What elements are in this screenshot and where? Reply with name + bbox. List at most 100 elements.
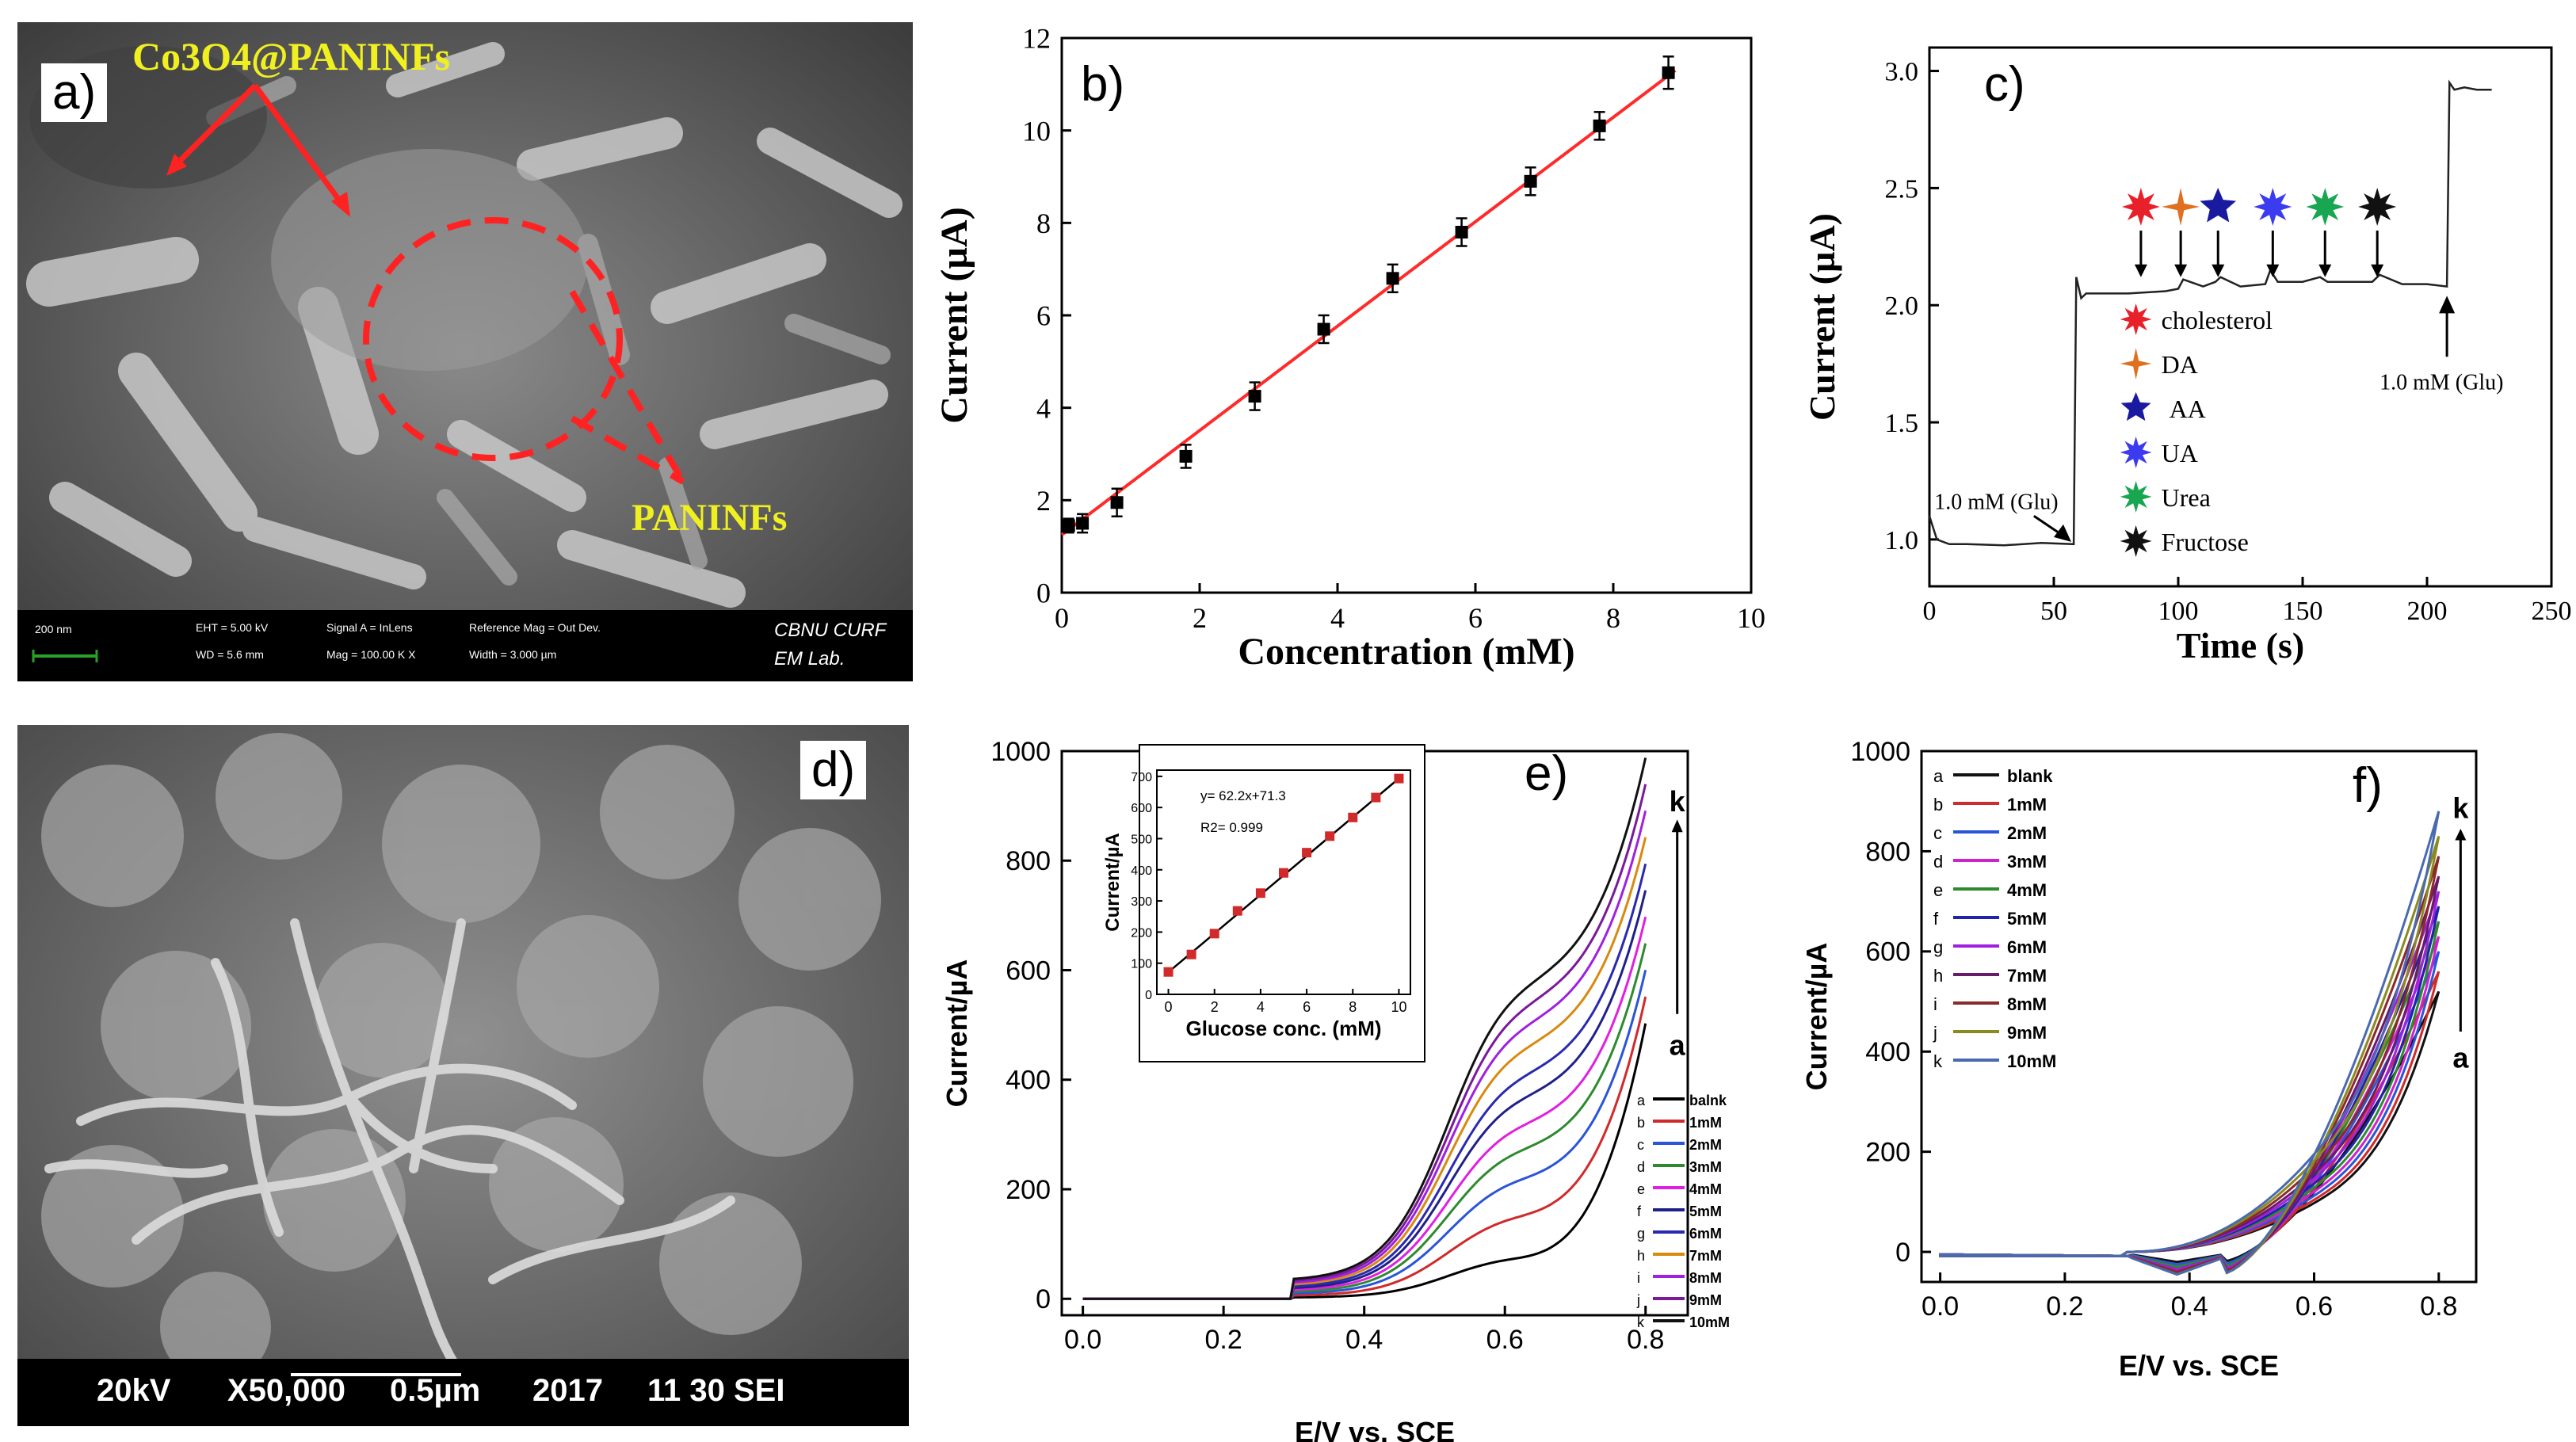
glucose-annotation-1: 1.0 mM (Glu) (1934, 490, 2058, 514)
legend-label: 1mM (2007, 795, 2047, 814)
x-tick-label: 0 (1055, 602, 1069, 634)
legend-letter: h (1933, 966, 1943, 986)
sem-d-magnification: X50,000 (227, 1373, 346, 1408)
inset-r2: R2= 0.999 (1200, 820, 1263, 835)
legend-label: balnk (1689, 1093, 1727, 1108)
sem-a-info-eht: EHT = 5.00 kV (196, 621, 269, 634)
y-axis-label: Current (µA) (1802, 213, 1842, 421)
legend-star (2120, 481, 2152, 513)
legend-letter: d (1933, 852, 1943, 872)
legend-star (2120, 392, 2151, 422)
interferent-star (2358, 188, 2397, 226)
x-tick-label: 6 (1468, 602, 1483, 634)
y-tick-label: 0 (1895, 1238, 1910, 1268)
x-tick-label: 2 (1193, 602, 1207, 634)
legend-letter: d (1637, 1159, 1645, 1175)
legend-label: 10mM (1689, 1314, 1730, 1330)
legend-label: Fructose (2162, 528, 2249, 556)
x-tick-label: 0.8 (2420, 1291, 2457, 1322)
interferent-star (2200, 188, 2237, 223)
legend-label: 7mM (1689, 1248, 1722, 1264)
legend-label: 5mM (2007, 909, 2047, 929)
inset-y-tick-label: 100 (1131, 958, 1152, 971)
trend-arrowhead (2455, 828, 2467, 841)
sem-a-scale-bar-label: 200 nm (35, 623, 72, 635)
arrow-label-bottom: a (1670, 1029, 1686, 1062)
inset-x-tick-label: 10 (1391, 999, 1406, 1015)
legend-star (2120, 437, 2152, 468)
legend-label: 3mM (1689, 1159, 1722, 1175)
y-tick-label: 0 (1036, 1284, 1051, 1314)
data-point (1524, 174, 1537, 188)
interferent-star (2254, 188, 2292, 226)
inset-y-tick-label: 400 (1131, 864, 1152, 878)
legend-label: cholesterol (2162, 306, 2273, 334)
inset-y-tick-label: 300 (1131, 895, 1152, 909)
y-tick-label: 1000 (990, 737, 1051, 767)
inset-x-tick-label: 8 (1349, 999, 1357, 1015)
legend-label: 1mM (1689, 1115, 1722, 1131)
legend-label: 10mM (2007, 1051, 2056, 1071)
legend-letter: j (1636, 1292, 1640, 1308)
legend-label: 8mM (2007, 994, 2047, 1014)
chart-c: 0 50 100 150 200 250 1.0 1.5 2.0 2.5 3.0 Time (s) Cu… (1802, 46, 2572, 666)
y-tick-label: 4 (1036, 392, 1051, 424)
legend-letter: j (1933, 1023, 1937, 1043)
legend-label: 7mM (2007, 966, 2047, 986)
cv-curve-a (1082, 1023, 1647, 1300)
x-tick-label: 0.0 (1922, 1291, 1959, 1322)
data-point (1076, 517, 1090, 530)
x-tick-label: 0.6 (1486, 1325, 1524, 1355)
x-tick-label: 0.4 (2171, 1291, 2208, 1322)
sem-a-info-wd: WD = 5.6 mm (196, 648, 264, 661)
y-tick-label: 6 (1036, 300, 1051, 332)
sem-d-voltage: 20kV (97, 1373, 171, 1408)
inset-equation: y= 62.2x+71.3 (1200, 788, 1286, 803)
y-axis-label: Current/µA (1800, 943, 1833, 1091)
interferent-arrowhead (2134, 264, 2147, 277)
panel-label-e: e) (1525, 746, 1569, 801)
arrow-label-top: k (2452, 792, 2469, 825)
data-point (1062, 519, 1075, 532)
x-tick-label: 0.0 (1064, 1325, 1101, 1355)
amperometric-trace (1928, 79, 2492, 547)
x-tick-label: 4 (1330, 602, 1345, 634)
interferent-star (2306, 188, 2345, 226)
x-tick-label: 0.4 (1345, 1325, 1383, 1355)
sem-a-lab-1: CBNU CURF (774, 620, 887, 641)
inset-y-tick-label: 600 (1131, 802, 1152, 815)
data-point (1386, 272, 1399, 285)
interferent-arrowhead (2174, 264, 2188, 277)
plot-frame (1920, 750, 2478, 1284)
sem-a-annotation-bottom: PANINFs (632, 497, 788, 539)
y-tick-label: 1000 (1850, 737, 1910, 767)
sem-texture-a (17, 22, 913, 681)
sem-a-info-width: Width = 3.000 µm (469, 648, 557, 661)
legend-label: Urea (2162, 483, 2211, 512)
arrow-label-bottom: a (2452, 1041, 2469, 1074)
panel-label-d: d) (800, 741, 867, 799)
sem-d-scale: 0.5µm (390, 1373, 481, 1408)
plot-frame (1060, 36, 1753, 594)
y-tick-label: 400 (1865, 1037, 1910, 1067)
legend-star (2120, 303, 2152, 335)
legend-label: 8mM (1689, 1270, 1722, 1286)
x-tick-label: 10 (1737, 602, 1765, 634)
inset-data-point (1186, 949, 1196, 959)
x-tick-label: 0 (1923, 597, 1937, 626)
inset-data-point (1163, 967, 1174, 977)
legend-label: DA (2162, 350, 2198, 379)
chart-b: 0 2 4 6 8 10 0 2 4 6 8 10 12 Concentration (mM) Curren… (933, 23, 1765, 673)
legend-label: 2mM (2007, 823, 2047, 843)
sem-texture-d (17, 725, 909, 1426)
y-tick-label: 2 (1036, 485, 1051, 517)
inset-data-point (1371, 792, 1381, 803)
y-tick-label: 2.5 (1885, 174, 1919, 204)
inset-data-point (1394, 773, 1404, 784)
sem-d-year: 2017 (532, 1373, 603, 1408)
sem-a-annotation-top: Co3O4@PANINFs (132, 34, 451, 78)
x-tick-label: 0.2 (1205, 1325, 1242, 1355)
x-axis-label: Concentration (mM) (1238, 631, 1574, 673)
y-tick-label: 200 (1006, 1175, 1051, 1205)
